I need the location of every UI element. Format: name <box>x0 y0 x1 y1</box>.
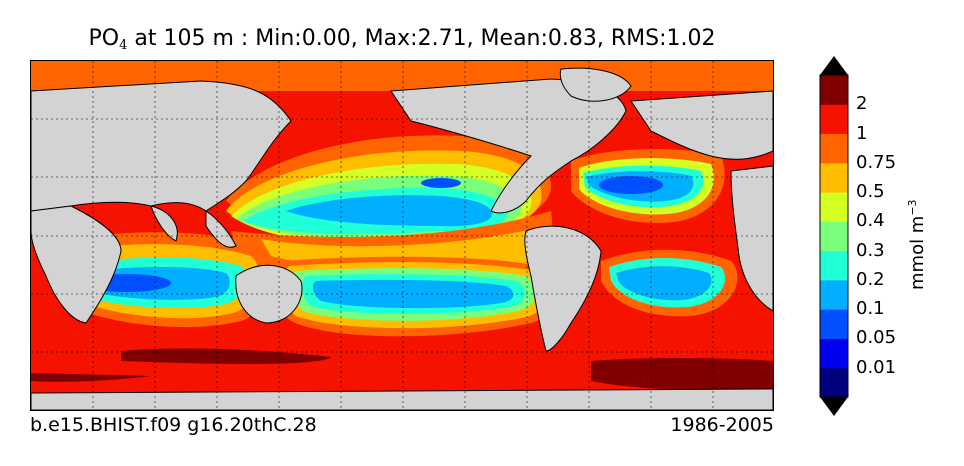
contour-southern-2a <box>121 348 331 364</box>
colorbar-segment <box>820 162 848 193</box>
land-greenland <box>559 67 632 102</box>
colorbar-tick-label: 0.1 <box>856 298 885 320</box>
title-subscript: 4 <box>119 38 128 53</box>
contour-southern-2b <box>591 358 773 391</box>
contour-spacific-01 <box>313 279 514 309</box>
title-stats: at 105 m : Min:0.00, Max:2.71, Mean:0.83… <box>127 26 716 51</box>
map-panel <box>30 60 774 411</box>
plot-title: PO4 at 105 m : Min:0.00, Max:2.71, Mean:… <box>0 26 804 53</box>
colorbar-segment <box>820 221 848 252</box>
title-variable: PO <box>88 26 120 51</box>
unit-exponent: −3 <box>906 199 919 216</box>
land-south-america <box>524 225 602 352</box>
land-australia <box>235 264 303 324</box>
colorbar-unit-label: mmol m−3 <box>906 199 928 290</box>
colorbar-extend-high <box>820 56 848 75</box>
colorbar-tick-label: 2 <box>856 93 868 115</box>
contour-natl-005 <box>599 176 663 194</box>
colorbar-frame <box>819 74 849 398</box>
gridlines <box>31 61 773 410</box>
land-india <box>150 205 178 242</box>
land-antarctica <box>31 388 773 410</box>
colorbar-tick-label: 0.5 <box>856 181 885 203</box>
colorbar-tick-label: 0.75 <box>856 151 897 173</box>
contour-satl-01 <box>616 266 712 301</box>
contour-pacific-01 <box>286 195 492 227</box>
colorbar-tick-label: 1 <box>856 122 868 144</box>
colorbar-tick-label: 0.05 <box>856 327 897 349</box>
colorbar-tick-label: 0.01 <box>856 356 897 378</box>
case-name-label: b.e15.BHIST.f09 g16.20thC.28 <box>30 414 317 436</box>
colorbar-segment <box>820 279 848 310</box>
colorbar-segment <box>820 133 848 164</box>
land-africa-east <box>730 165 773 312</box>
colorbar-segment <box>820 367 848 398</box>
land-north-america <box>390 78 627 214</box>
colorbar-tick-label: 0.3 <box>856 239 885 261</box>
period-label: 1986-2005 <box>670 414 774 436</box>
colorbar-segment <box>820 309 848 339</box>
colorbar-segment <box>820 192 848 222</box>
colorbar <box>819 56 849 416</box>
colorbar-tick-label: 0.2 <box>856 268 885 290</box>
colorbar-extend-low <box>820 397 848 416</box>
land-europe <box>630 90 773 160</box>
colorbar-segment <box>820 250 848 281</box>
colorbar-tick-label: 0.4 <box>856 210 885 232</box>
land-eurasia <box>31 80 292 212</box>
unit-text: mmol m <box>907 215 928 290</box>
colorbar-segment <box>820 338 848 369</box>
land-se-asia <box>205 210 237 248</box>
land-africa <box>31 205 122 324</box>
colorbar-segment <box>820 75 848 105</box>
colorbar-segment <box>820 104 848 135</box>
contour-pacific-005 <box>421 178 461 188</box>
po4-map <box>31 61 773 410</box>
contour-southern-2c <box>31 373 151 382</box>
